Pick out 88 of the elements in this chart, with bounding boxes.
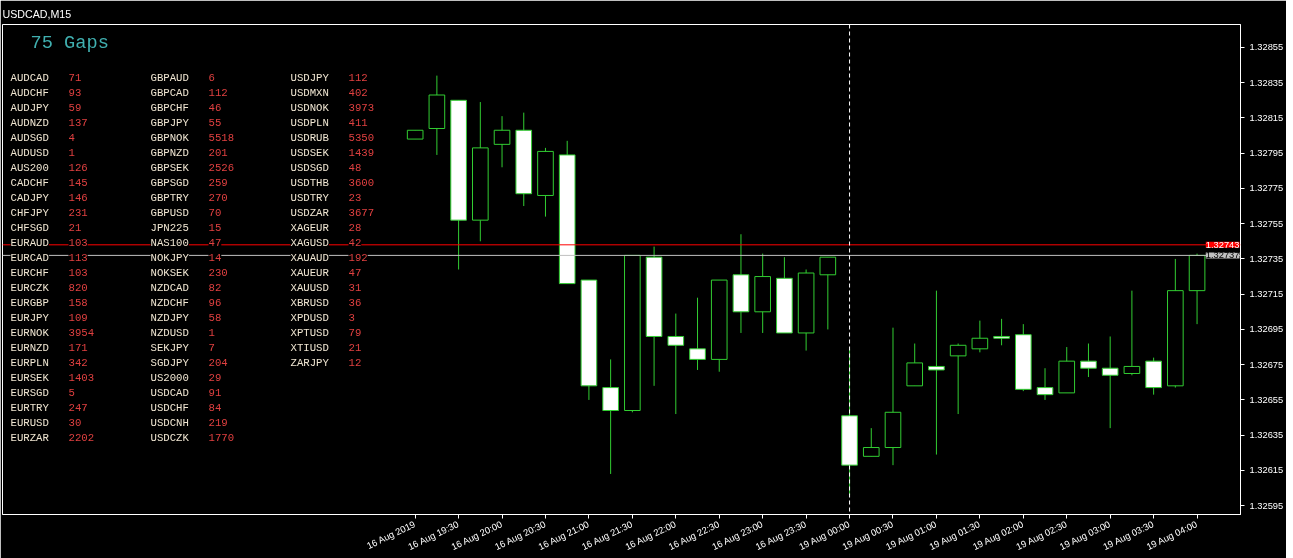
text: EURPLN 342 bbox=[10, 356, 88, 369]
text: AUDSGD 4 bbox=[10, 131, 75, 144]
y-tick-label: 1.32635 bbox=[1249, 430, 1284, 441]
ref-line-label: 1.32743 bbox=[1205, 239, 1240, 250]
text: USDPLN 411 bbox=[290, 116, 368, 129]
text: SGDJPY 204 bbox=[150, 356, 228, 369]
text: USDCAD 91 bbox=[150, 386, 222, 399]
text: GBPSEK 2526 bbox=[150, 161, 235, 174]
text: USDCNH 219 bbox=[150, 416, 228, 429]
text: USDZAR 3677 bbox=[290, 206, 375, 219]
text: EURGBP 158 bbox=[10, 296, 88, 309]
text: NZDCHF 96 bbox=[150, 296, 222, 309]
y-tick-label: 1.32755 bbox=[1249, 218, 1284, 229]
text: USDJPY 112 bbox=[290, 71, 368, 84]
text: NOKJPY 14 bbox=[150, 251, 222, 264]
text: USDSGD 48 bbox=[290, 161, 362, 174]
ref-line-label: 1.32737 bbox=[1205, 250, 1240, 261]
y-tick-label: 1.32715 bbox=[1249, 289, 1284, 300]
text: XPTUSD 79 bbox=[290, 326, 362, 339]
text: XAGEUR 28 bbox=[290, 221, 362, 234]
text: XAUEUR 47 bbox=[290, 266, 362, 279]
y-tick-label: 1.32795 bbox=[1249, 148, 1284, 159]
text: GBPCAD 112 bbox=[150, 86, 228, 99]
text: GBPNOK 5518 bbox=[150, 131, 235, 144]
text: AUDNZD 137 bbox=[10, 116, 88, 129]
text: XAUAUD 192 bbox=[290, 251, 368, 264]
text: JPN225 15 bbox=[150, 221, 222, 234]
text: USDMXN 402 bbox=[290, 86, 368, 99]
text: AUDJPY 59 bbox=[10, 101, 82, 114]
text: GBPNZD 201 bbox=[150, 146, 228, 159]
text: EURNZD 171 bbox=[10, 341, 88, 354]
text: AUS200 126 bbox=[10, 161, 88, 174]
text: GBPUSD 70 bbox=[150, 206, 222, 219]
text: USDRUB 5350 bbox=[290, 131, 375, 144]
text: NOKSEK 230 bbox=[150, 266, 228, 279]
text: XAGUSD 42 bbox=[290, 236, 362, 249]
text: EURCZK 820 bbox=[10, 281, 88, 294]
text: EURJPY 109 bbox=[10, 311, 88, 324]
y-tick-label: 1.32835 bbox=[1249, 77, 1284, 88]
text: USDCAD,M15 bbox=[2, 7, 72, 20]
text: EURNOK 3954 bbox=[10, 326, 95, 339]
text: 75 Gaps bbox=[30, 31, 109, 54]
text: CADJPY 146 bbox=[10, 191, 88, 204]
text: USDCHF 84 bbox=[150, 401, 222, 414]
text: US2000 29 bbox=[150, 371, 222, 384]
y-tick-label: 1.32615 bbox=[1249, 465, 1284, 476]
text: NZDCAD 82 bbox=[150, 281, 222, 294]
y-tick-label: 1.32735 bbox=[1249, 253, 1284, 264]
text: EURZAR 2202 bbox=[10, 431, 95, 444]
text: EURUSD 30 bbox=[10, 416, 82, 429]
text: CHFJPY 231 bbox=[10, 206, 88, 219]
text: CADCHF 145 bbox=[10, 176, 88, 189]
text: EURTRY 247 bbox=[10, 401, 88, 414]
text: USDTRY 23 bbox=[290, 191, 362, 204]
y-tick-label: 1.32695 bbox=[1249, 324, 1284, 335]
y-tick-label: 1.32655 bbox=[1249, 394, 1284, 405]
text: GBPSGD 259 bbox=[150, 176, 228, 189]
text: AUDCAD 71 bbox=[10, 71, 82, 84]
y-tick-label: 1.32775 bbox=[1249, 183, 1284, 194]
text: GBPTRY 270 bbox=[150, 191, 228, 204]
text: EURCAD 113 bbox=[10, 251, 88, 264]
text: XAUUSD 31 bbox=[290, 281, 362, 294]
text: NAS100 47 bbox=[150, 236, 222, 249]
text: ZARJPY 12 bbox=[290, 356, 362, 369]
text: EURSEK 1403 bbox=[10, 371, 95, 384]
text: NZDJPY 58 bbox=[150, 311, 222, 324]
text: XTIUSD 21 bbox=[290, 341, 362, 354]
text: NZDUSD 1 bbox=[150, 326, 215, 339]
text: USDNOK 3973 bbox=[290, 101, 375, 114]
text: SEKJPY 7 bbox=[150, 341, 215, 354]
text: AUDUSD 1 bbox=[10, 146, 75, 159]
text: CHFSGD 21 bbox=[10, 221, 82, 234]
y-tick-label: 1.32855 bbox=[1249, 42, 1284, 53]
text: GBPAUD 6 bbox=[150, 71, 215, 84]
text: USDSEK 1439 bbox=[290, 146, 375, 159]
text: GBPCHF 46 bbox=[150, 101, 222, 114]
text: XPDUSD 3 bbox=[290, 311, 355, 324]
text: XBRUSD 36 bbox=[290, 296, 362, 309]
text: EURAUD 103 bbox=[10, 236, 88, 249]
text: EURCHF 103 bbox=[10, 266, 88, 279]
text: EURSGD 5 bbox=[10, 386, 75, 399]
text: USDTHB 3600 bbox=[290, 176, 375, 189]
y-tick-label: 1.32815 bbox=[1249, 112, 1284, 123]
text: USDCZK 1770 bbox=[150, 431, 235, 444]
text: AUDCHF 93 bbox=[10, 86, 82, 99]
y-tick-label: 1.32675 bbox=[1249, 359, 1284, 370]
text: GBPJPY 55 bbox=[150, 116, 222, 129]
y-tick-label: 1.32595 bbox=[1249, 500, 1284, 511]
